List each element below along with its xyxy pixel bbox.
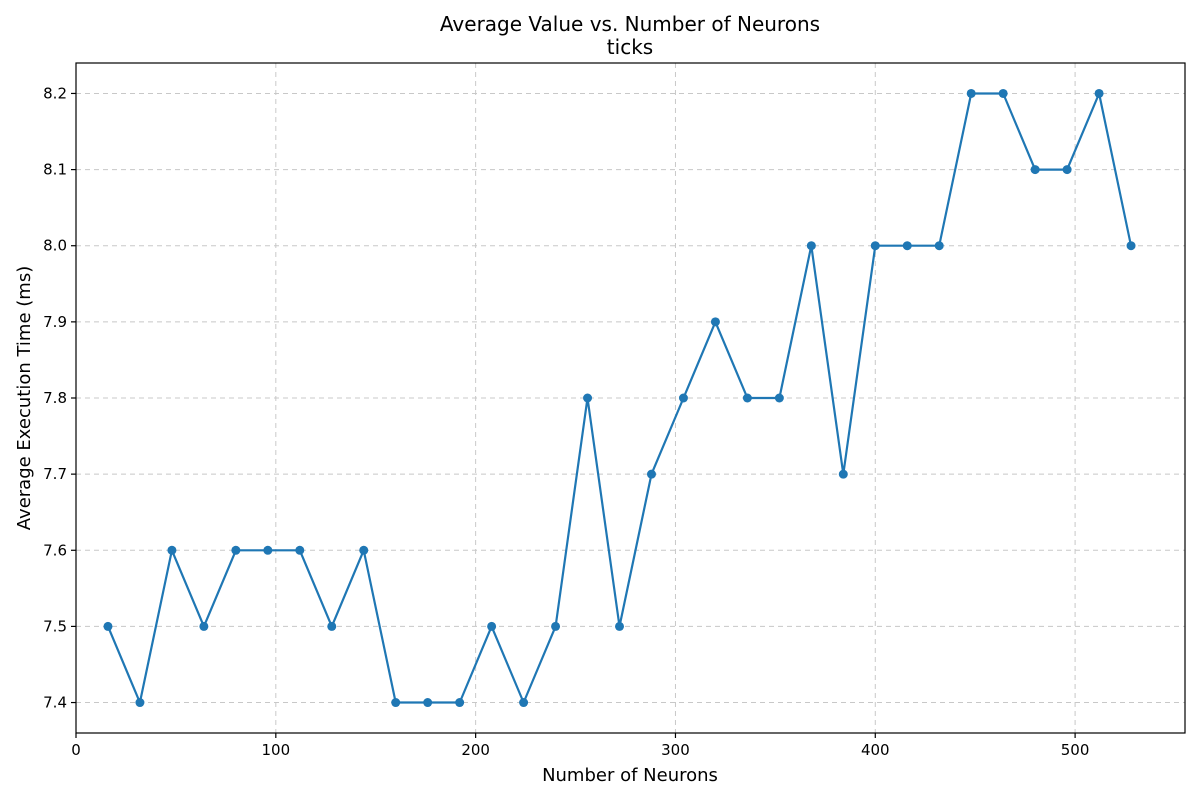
data-point <box>231 545 241 555</box>
data-point <box>519 698 529 708</box>
data-point <box>103 621 113 631</box>
data-point <box>423 698 433 708</box>
data-point <box>551 621 561 631</box>
data-point <box>583 393 593 403</box>
data-point <box>742 393 752 403</box>
x-tick-label: 500 <box>1061 741 1090 759</box>
data-point <box>934 241 944 251</box>
y-tick-label: 7.7 <box>43 465 67 483</box>
data-point <box>391 698 401 708</box>
data-point <box>487 621 497 631</box>
data-point <box>1030 165 1040 175</box>
y-tick-label: 7.5 <box>43 617 67 635</box>
data-point <box>838 469 848 479</box>
data-point <box>615 621 625 631</box>
data-point <box>263 545 273 555</box>
x-tick-label: 200 <box>461 741 490 759</box>
data-point <box>1094 88 1104 98</box>
data-point <box>710 317 720 327</box>
chart-title: Average Value vs. Number of Neurons <box>440 12 820 36</box>
y-tick-label: 7.6 <box>43 541 67 559</box>
data-point <box>1062 165 1072 175</box>
data-point <box>359 545 369 555</box>
data-point <box>998 88 1008 98</box>
data-point <box>902 241 912 251</box>
x-tick-label: 0 <box>71 741 81 759</box>
x-tick-label: 300 <box>661 741 690 759</box>
x-tick-label: 400 <box>861 741 890 759</box>
data-point <box>646 469 656 479</box>
x-axis-label: Number of Neurons <box>542 765 718 786</box>
y-tick-label: 7.4 <box>43 694 67 712</box>
y-tick-label: 8.1 <box>43 161 67 179</box>
y-tick-label: 8.2 <box>43 84 67 102</box>
data-point <box>966 88 976 98</box>
data-point <box>135 698 145 708</box>
data-point <box>199 621 209 631</box>
grid <box>75 63 1185 733</box>
chart-subtitle: ticks <box>607 35 653 59</box>
data-point <box>1126 241 1136 251</box>
data-point <box>327 621 337 631</box>
y-axis-label: Average Execution Time (ms) <box>14 266 35 530</box>
data-point <box>167 545 177 555</box>
ticks: 0 100 200 300 400 500 7.4 7.5 7.6 7.7 7.8 7.9 8.0 8.1… <box>43 84 1089 759</box>
data-point <box>870 241 880 251</box>
data-point <box>455 698 465 708</box>
series <box>103 88 1136 708</box>
plot-frame <box>75 62 1186 734</box>
y-tick-label: 7.8 <box>43 389 67 407</box>
data-point <box>295 545 305 555</box>
y-tick-label: 8.0 <box>43 237 67 255</box>
data-point <box>774 393 784 403</box>
data-point <box>678 393 688 403</box>
x-tick-label: 100 <box>261 741 290 759</box>
y-tick-label: 7.9 <box>43 313 67 331</box>
data-point <box>806 241 816 251</box>
